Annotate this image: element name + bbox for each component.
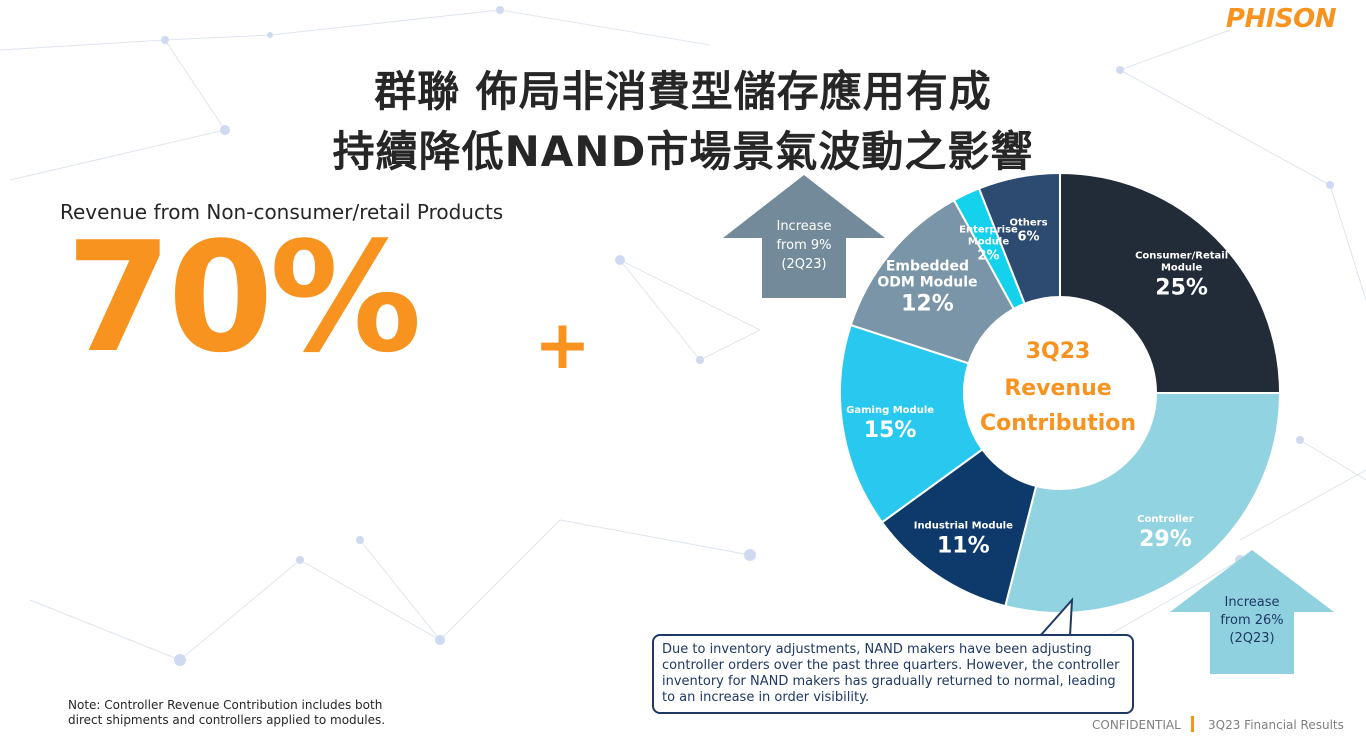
controller-increase-arrow <box>1170 550 1334 674</box>
slice-name-label: Consumer/Retail <box>1135 250 1228 261</box>
embedded-increase-line1: Increase <box>776 219 831 234</box>
footnote: Note: Controller Revenue Contribution in… <box>68 698 386 727</box>
slice-value-label: 6% <box>1017 229 1039 244</box>
kpi-value: 70% <box>66 209 422 386</box>
slice-name-label: Controller <box>1137 514 1194 525</box>
slice-value-label: 15% <box>864 418 917 443</box>
center-line2: Revenue <box>1004 376 1111 401</box>
slice-value-label: 11% <box>937 533 990 558</box>
slice-name-label: Embedded <box>886 258 969 274</box>
controller-increase-line2: from 26% <box>1220 613 1283 628</box>
phison-logo: PHISON <box>1225 4 1337 34</box>
slice-controller <box>1004 392 1282 614</box>
slice-name-label: Module <box>1161 262 1203 273</box>
slice-value-label: 25% <box>1155 275 1208 300</box>
page-title-line1: 群聯 佈局非消費型儲存應用有成 <box>374 67 992 116</box>
slice-gaming-module <box>839 323 984 524</box>
center-line3: Contribution <box>980 411 1136 436</box>
slice-name-label: ODM Module <box>877 274 977 290</box>
slice-name-label: Module <box>968 236 1010 247</box>
footer-confidential: CONFIDENTIAL <box>1092 718 1181 732</box>
kpi-suffix: + <box>534 306 591 385</box>
slice-name-label: Gaming Module <box>846 405 934 416</box>
center-line1: 3Q23 <box>1026 339 1091 364</box>
footer-separator <box>1191 716 1194 732</box>
controller-increase-line1: Increase <box>1224 595 1279 610</box>
footer-report: 3Q23 Financial Results <box>1208 718 1344 732</box>
slice-name-label: Enterprise <box>959 224 1018 235</box>
embedded-increase-line2: from 9% <box>776 238 831 253</box>
slice-value-label: 2% <box>977 248 999 263</box>
embedded-increase-arrow <box>723 175 885 298</box>
embedded-increase-line3: (2Q23) <box>781 257 826 272</box>
slice-value-label: 29% <box>1139 527 1192 552</box>
controller-increase-line3: (2Q23) <box>1229 631 1274 646</box>
slice-value-label: 12% <box>901 291 954 316</box>
slice-embedded-odm-module <box>849 198 1016 365</box>
controller-callout: Due to inventory adjustments, NAND maker… <box>652 634 1134 714</box>
slice-name-label: Industrial Module <box>914 520 1013 531</box>
kpi-label: Revenue from Non-consumer/retail Product… <box>60 200 504 224</box>
page-title-line2: 持續降低NAND市場景氣波動之影響 <box>332 127 1034 176</box>
slice-consumer-retail-module <box>1059 171 1282 394</box>
slice-others <box>977 171 1061 306</box>
slice-name-label: Others <box>1009 217 1047 228</box>
